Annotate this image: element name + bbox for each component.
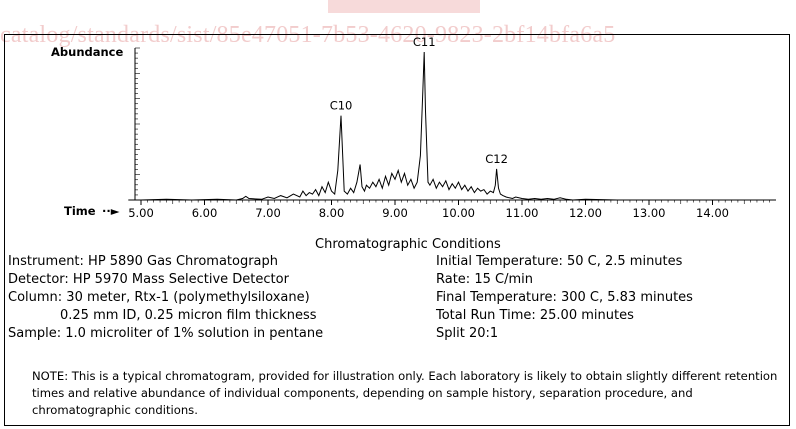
watermark-text: catalog/standards/sist/85e47051-7b53-462…	[0, 22, 616, 48]
x-tick-label: 5.00	[128, 206, 154, 220]
run-time-text: Total Run Time: 25.00 minutes	[436, 308, 634, 323]
chromatogram-trace	[128, 51, 776, 201]
column-text: Column: 30 meter, Rtx-1 (polymethylsilox…	[8, 290, 310, 305]
x-tick-label: 14.00	[696, 206, 729, 220]
peak-labels: C10 C11 C12	[330, 35, 508, 166]
x-tick-label: 6.00	[192, 206, 218, 220]
y-axis-label: Abundance	[51, 45, 124, 59]
x-ticks: 5.00 6.00 7.00 8.00 9.00 10.00 11.00 12.00 13.00…	[128, 200, 770, 220]
watermark-bar	[328, 0, 480, 13]
x-axis-arrow: ··►	[102, 204, 120, 218]
peak-label-c10: C10	[330, 99, 353, 113]
note-text: NOTE: This is a typical chromatogram, pr…	[32, 369, 778, 417]
document-frame	[4, 34, 790, 426]
peak-label-c12: C12	[485, 152, 508, 166]
final-temperature-text: Final Temperature: 300 C, 5.83 minutes	[436, 290, 693, 305]
chart-axes	[134, 47, 776, 201]
x-axis-label-group: Time ··►	[64, 204, 120, 218]
detector-text: Detector: HP 5970 Mass Selective Detecto…	[8, 272, 289, 287]
x-tick-label: 9.00	[382, 206, 408, 220]
x-tick-label: 10.00	[442, 206, 475, 220]
x-axis-label: Time	[64, 204, 96, 218]
initial-temperature-text: Initial Temperature: 50 C, 2.5 minutes	[436, 254, 683, 269]
conditions-heading: Chromatographic Conditions	[315, 237, 501, 252]
rate-text: Rate: 15 C/min	[436, 272, 533, 287]
split-text: Split 20:1	[436, 326, 499, 341]
column-detail-text: 0.25 mm ID, 0.25 micron film thickness	[60, 308, 317, 323]
instrument-text: Instrument: HP 5890 Gas Chromatograph	[8, 254, 279, 269]
x-tick-label: 8.00	[319, 206, 345, 220]
sample-text: Sample: 1.0 microliter of 1% solution in…	[8, 326, 324, 341]
x-tick-label: 7.00	[255, 206, 281, 220]
peak-label-c11: C11	[413, 35, 436, 49]
x-tick-label: 13.00	[633, 206, 666, 220]
x-tick-label: 11.00	[506, 206, 539, 220]
x-tick-label: 12.00	[569, 206, 602, 220]
